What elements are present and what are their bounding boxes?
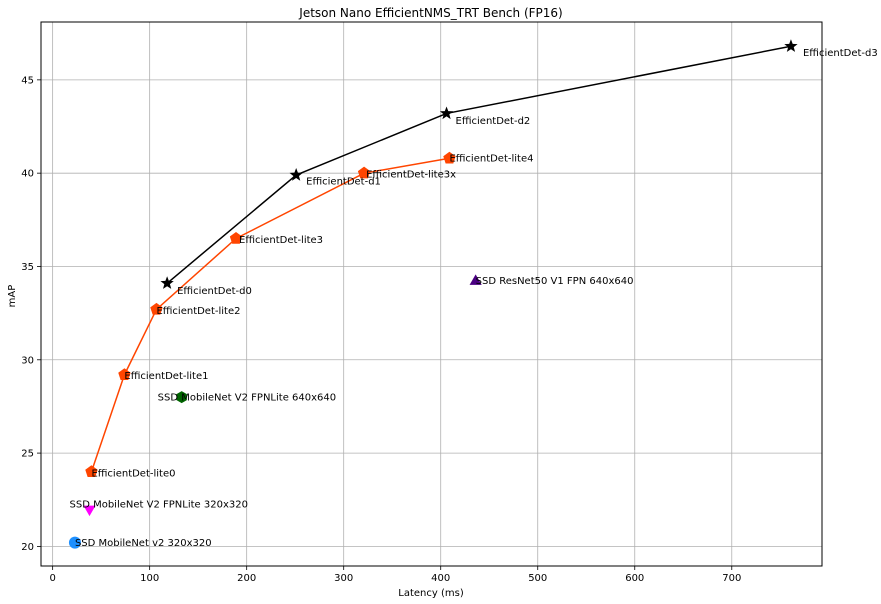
point-label: EfficientDet-d2 bbox=[456, 116, 531, 127]
data-markers bbox=[68, 39, 798, 549]
series-lines bbox=[90, 45, 792, 473]
pentagon-marker bbox=[150, 302, 163, 315]
star-marker bbox=[289, 168, 303, 181]
point-label: EfficientDet-lite1 bbox=[124, 371, 208, 382]
star-marker bbox=[439, 106, 454, 120]
pentagon-marker bbox=[85, 465, 98, 478]
pentagon-marker bbox=[229, 231, 243, 244]
x-tick-label: 200 bbox=[237, 573, 256, 584]
y-axis-label: mAP bbox=[7, 285, 18, 308]
point-label: SSD ResNet50 V1 FPN 640x640 bbox=[476, 276, 634, 287]
triangle-up-marker bbox=[469, 274, 482, 285]
star-marker bbox=[784, 39, 798, 52]
pentagon-marker bbox=[357, 166, 371, 179]
point-labels: EfficientDet-d0EfficientDet-d1EfficientD… bbox=[70, 48, 878, 549]
point-label: EfficientDet-lite3 bbox=[239, 235, 323, 246]
x-tick-label: 700 bbox=[722, 573, 741, 584]
x-tick-label: 100 bbox=[140, 573, 159, 584]
point-label: SSD MobileNet v2 320x320 bbox=[75, 538, 212, 549]
point-label: EfficientDet-d0 bbox=[177, 286, 252, 297]
point-label: EfficientDet-lite4 bbox=[449, 154, 533, 165]
star-marker bbox=[160, 276, 174, 289]
point-label: SSD MobileNet V2 FPNLite 640x640 bbox=[158, 393, 336, 404]
plot-frame bbox=[40, 21, 823, 567]
hexagon-marker bbox=[176, 391, 187, 404]
point-label: EfficientDet-lite3x bbox=[366, 170, 456, 181]
y-tick-label: 20 bbox=[21, 542, 34, 553]
grid bbox=[41, 22, 822, 566]
x-tick-label: 400 bbox=[431, 573, 450, 584]
triangle-down-marker bbox=[83, 505, 96, 517]
y-tick-label: 45 bbox=[21, 75, 34, 86]
x-tick-label: 600 bbox=[625, 573, 644, 584]
circle-marker bbox=[68, 536, 81, 549]
y-tick-label: 30 bbox=[21, 355, 34, 366]
point-label: EfficientDet-lite0 bbox=[91, 468, 175, 479]
y-tick-label: 40 bbox=[21, 169, 34, 180]
y-tick-label: 25 bbox=[21, 449, 34, 460]
axis-ticks: 0 100 200 300 400 500 600 700 20 25 30 35 40 45 bbox=[21, 75, 741, 584]
series-line bbox=[166, 45, 792, 284]
point-label: EfficientDet-lite2 bbox=[156, 306, 240, 317]
x-tick-label: 0 bbox=[49, 573, 55, 584]
point-label: EfficientDet-d3 bbox=[803, 48, 878, 59]
y-tick-label: 35 bbox=[21, 262, 34, 273]
point-label: SSD MobileNet V2 FPNLite 320x320 bbox=[70, 500, 248, 511]
chart-title: Jetson Nano EfficientNMS_TRT Bench (FP16… bbox=[298, 6, 562, 20]
point-label: EfficientDet-d1 bbox=[306, 177, 381, 188]
pentagon-marker bbox=[443, 151, 456, 164]
series-line bbox=[90, 157, 450, 473]
x-axis-label: Latency (ms) bbox=[398, 588, 464, 599]
pentagon-marker bbox=[118, 368, 131, 380]
x-tick-label: 300 bbox=[334, 573, 353, 584]
x-tick-label: 500 bbox=[528, 573, 547, 584]
